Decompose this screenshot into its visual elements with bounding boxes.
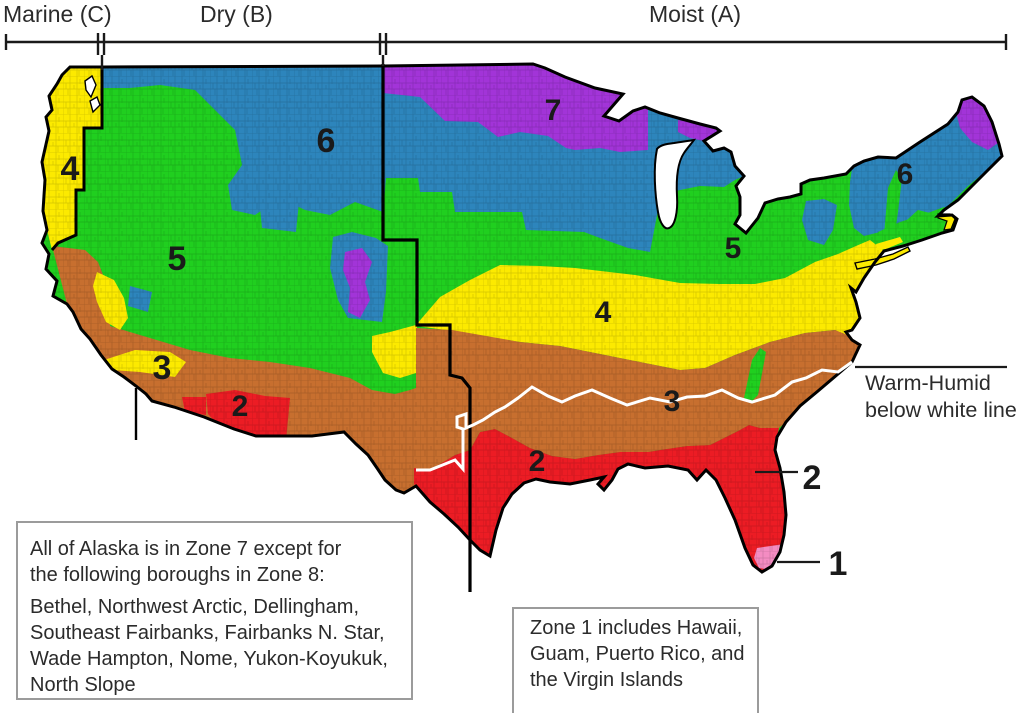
svg-text:2: 2 bbox=[232, 390, 249, 423]
svg-text:6: 6 bbox=[897, 158, 914, 191]
svg-text:5: 5 bbox=[168, 240, 187, 278]
svg-text:3: 3 bbox=[153, 349, 172, 387]
svg-text:5: 5 bbox=[725, 232, 742, 265]
svg-text:6: 6 bbox=[317, 122, 336, 160]
svg-text:2: 2 bbox=[529, 445, 546, 478]
svg-text:7: 7 bbox=[545, 94, 562, 127]
svg-text:2: 2 bbox=[803, 459, 822, 497]
svg-text:1: 1 bbox=[829, 545, 848, 583]
svg-text:3: 3 bbox=[664, 385, 681, 418]
svg-text:4: 4 bbox=[61, 150, 80, 188]
svg-text:4: 4 bbox=[595, 296, 612, 329]
